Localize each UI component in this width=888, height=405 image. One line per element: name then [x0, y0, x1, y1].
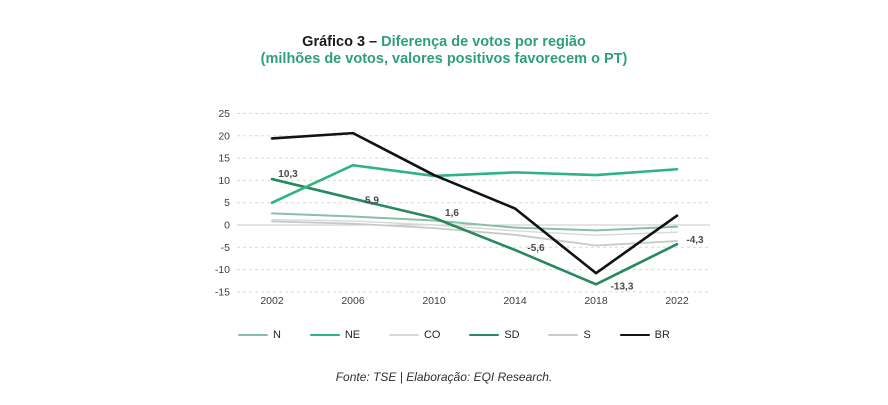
legend-item-SD: SD — [469, 329, 520, 341]
legend-item-BR: BR — [619, 329, 670, 341]
line-chart: -15 -10 -5 0 5 10 15 20 25 2002 2006 2010 2014 2018 20… — [213, 100, 723, 315]
legend-swatch-S — [548, 334, 579, 336]
data-label-SD: 5,9 — [365, 196, 379, 207]
series-line-SD — [270, 177, 679, 286]
data-label-SD: 1,6 — [445, 208, 459, 219]
source-note: Fonte: TSE | Elaboração: EQI Research. — [335, 370, 553, 384]
x-axis-tick-label: 2002 — [260, 295, 284, 307]
legend-swatch-SD — [469, 333, 500, 337]
x-axis-tick-label: 2022 — [665, 295, 689, 307]
series-line-CO — [271, 218, 678, 236]
x-axis-tick-label: 2018 — [584, 295, 608, 307]
legend-label-NE: NE — [344, 329, 361, 341]
chart-canvas: -15 -10 -5 0 5 10 15 20 25 2002 2006 2010 2014 2018 20… — [215, 108, 710, 307]
x-axis-tick-label: 2010 — [422, 295, 446, 307]
data-label-SD: -4,3 — [686, 235, 704, 246]
y-axis-tick-label: -5 — [221, 242, 230, 254]
legend-label-S: S — [583, 329, 591, 341]
y-axis-tick-label: 5 — [224, 197, 230, 209]
legend-label-N: N — [273, 329, 281, 341]
y-axis-tick-label: -15 — [215, 286, 230, 298]
chart-subtitle: (milhões de votos, valores positivos fav… — [260, 51, 628, 67]
chart-title-line1: Gráfico 3 – Diferença de votos por regiã… — [0, 34, 888, 51]
chart-title: Gráfico 3 – Diferença de votos por regiã… — [0, 34, 888, 68]
y-axis-tick-label: 25 — [218, 108, 230, 120]
data-label-SD: 10,3 — [278, 169, 298, 180]
legend-item-S: S — [548, 329, 591, 341]
chart-title-prefix: Gráfico 3 – — [302, 34, 382, 50]
legend-item-CO: CO — [388, 329, 441, 341]
y-axis-tick-label: 15 — [218, 153, 230, 165]
data-label-SD: -5,6 — [527, 243, 545, 254]
chart-legend: N NE CO SD S BR — [238, 329, 670, 341]
series-line-N — [271, 212, 678, 232]
y-axis-tick-label: 10 — [218, 175, 230, 187]
chart-title-highlight: Diferença de votos por região — [381, 34, 586, 50]
legend-swatch-NE — [309, 333, 340, 337]
legend-swatch-BR — [619, 333, 650, 337]
x-axis-tick-label: 2006 — [341, 295, 365, 307]
legend-label-BR: BR — [654, 329, 670, 341]
y-axis-tick-label: 0 — [224, 220, 230, 232]
series-line-S — [271, 220, 678, 247]
legend-swatch-N — [238, 334, 268, 336]
series-line-BR — [270, 131, 679, 275]
y-axis-tick-label: 20 — [218, 130, 230, 142]
legend-swatch-CO — [388, 334, 419, 336]
legend-item-NE: NE — [309, 329, 361, 341]
data-label-SD: -13,3 — [611, 281, 634, 292]
x-axis-tick-label: 2014 — [503, 295, 527, 307]
legend-label-CO: CO — [423, 329, 441, 341]
legend-item-N: N — [238, 329, 281, 341]
legend-label-SD: SD — [504, 329, 520, 341]
y-axis-tick-label: -10 — [215, 264, 230, 276]
series-line-NE — [270, 163, 679, 204]
